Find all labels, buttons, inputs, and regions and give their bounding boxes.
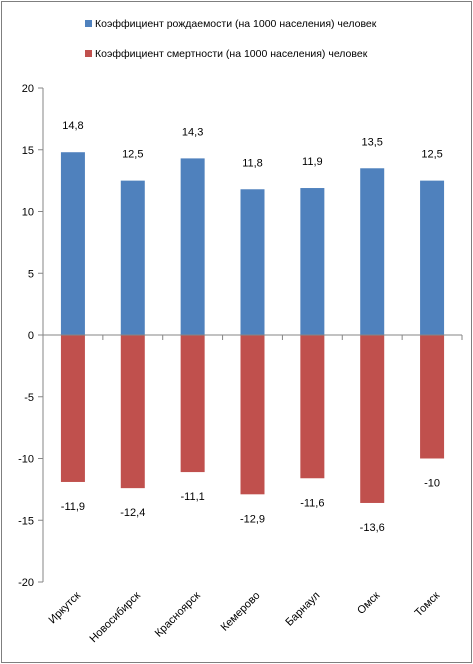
category-label-3: Кемерово	[219, 590, 263, 634]
bar-s1-4	[300, 335, 325, 479]
legend-swatch-1	[85, 50, 92, 57]
bar-s0-3	[240, 189, 265, 335]
data-label-s1-0: -11,9	[61, 501, 85, 513]
data-label-s0-0: 14,8	[62, 120, 83, 132]
bar-s1-1	[120, 335, 145, 489]
bar-s0-4	[300, 188, 325, 335]
bar-s1-3	[240, 335, 265, 495]
bar-s1-0	[60, 335, 85, 482]
data-label-s1-3: -12,9	[240, 513, 265, 525]
legend-swatch-0	[85, 20, 92, 27]
data-label-s1-1: -12,4	[120, 507, 145, 519]
y-tick-label-4: 0	[28, 330, 34, 342]
bars	[60, 152, 445, 503]
data-label-s1-6: -10	[424, 478, 440, 490]
bar-s0-1	[120, 180, 145, 335]
data-label-s0-2: 14,3	[182, 126, 203, 138]
y-tick-label-5: -5	[24, 392, 34, 404]
y-tick-label-2: 10	[22, 207, 34, 219]
y-tick-label-1: 15	[22, 145, 34, 157]
bar-s1-2	[180, 335, 205, 473]
data-label-s1-5: -13,6	[360, 522, 385, 534]
category-label-5: Омск	[355, 590, 382, 617]
data-label-s0-4: 11,9	[302, 156, 323, 168]
y-tick-label-0: 20	[22, 83, 34, 95]
y-tick-label-6: -10	[18, 454, 34, 466]
data-label-s0-5: 13,5	[362, 136, 383, 148]
bar-s1-6	[420, 335, 445, 459]
category-label-1: Новосибирск	[87, 590, 143, 646]
data-label-s0-6: 12,5	[421, 149, 442, 161]
data-label-s0-1: 12,5	[122, 149, 143, 161]
y-tick-label-7: -15	[18, 515, 34, 527]
data-label-s1-2: -11,1	[181, 491, 205, 503]
category-label-4: Барнаул	[283, 590, 322, 629]
bar-s1-5	[360, 335, 385, 503]
category-label-0: Иркутск	[47, 590, 84, 627]
data-labels: 14,8 12,5 14,3 11,8 11,9 13,5 12,5 -11,9 -12,4 -1…	[61, 120, 443, 534]
legend-label-0: Коэффициент рождаемости (на 1000 населен…	[95, 18, 377, 30]
y-axis: 20 15 10 5 0 -5 -10 -15 -20	[18, 83, 44, 589]
legend-label-1: Коэффициент смертности (на 1000 населени…	[95, 48, 368, 60]
y-tick-label-3: 5	[28, 268, 34, 280]
bar-s0-2	[180, 158, 205, 335]
y-tick-label-8: -20	[18, 577, 34, 589]
category-label-2: Красноярск	[153, 590, 203, 640]
bar-s0-6	[420, 180, 445, 335]
data-label-s0-3: 11,8	[242, 157, 263, 169]
legend: Коэффициент рождаемости (на 1000 населен…	[85, 18, 377, 60]
category-label-6: Томск	[413, 590, 443, 620]
bar-s0-0	[60, 152, 85, 335]
data-label-s1-4: -11,6	[300, 497, 324, 509]
bar-s0-5	[360, 168, 385, 335]
